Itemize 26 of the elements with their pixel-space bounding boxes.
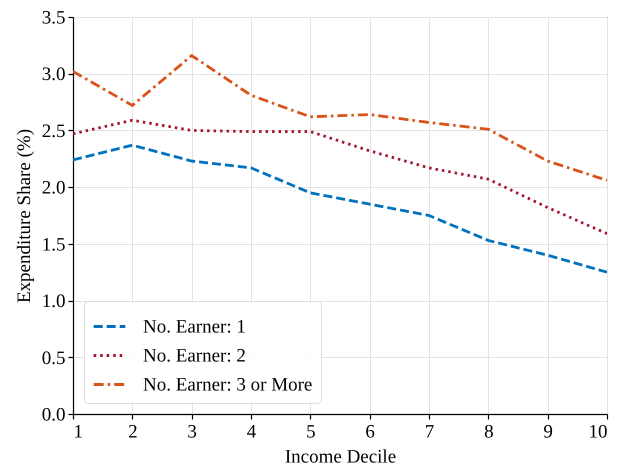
- y-tick-label: 2.0: [42, 178, 66, 199]
- x-tick-label: 9: [543, 422, 553, 442]
- x-axis-title: Income Decile: [284, 446, 396, 468]
- x-tick-label: 8: [484, 422, 494, 442]
- y-tick-label: 3.0: [42, 64, 66, 86]
- y-tick-label: 3.5: [42, 8, 66, 28]
- line-series: [73, 118, 607, 236]
- line-series: [73, 54, 607, 182]
- y-tick-label: 0.0: [42, 404, 66, 426]
- legend-label: No. Earner: 2: [143, 346, 246, 366]
- x-tick-label: 10: [588, 422, 608, 442]
- x-tick-label: 7: [424, 422, 434, 442]
- x-tick-label: 2: [128, 422, 138, 442]
- legend-label: No. Earner: 3 or More: [143, 374, 312, 396]
- legend-label: No. Earner: 1: [143, 316, 246, 338]
- y-tick-label: 0.5: [42, 348, 66, 369]
- x-tick-label: 3: [187, 422, 197, 442]
- x-tick-label: 1: [74, 422, 83, 442]
- y-tick-label: 1.0: [42, 291, 66, 312]
- x-tick-label: 4: [246, 422, 257, 442]
- y-tick-label: 2.5: [42, 120, 66, 142]
- y-axis-title: Expenditure Share (%): [14, 128, 35, 304]
- line-series: [73, 144, 607, 274]
- x-tick-label: 6: [365, 422, 375, 442]
- y-tick-label: 1.5: [42, 234, 66, 256]
- x-tick-label: 5: [306, 422, 316, 442]
